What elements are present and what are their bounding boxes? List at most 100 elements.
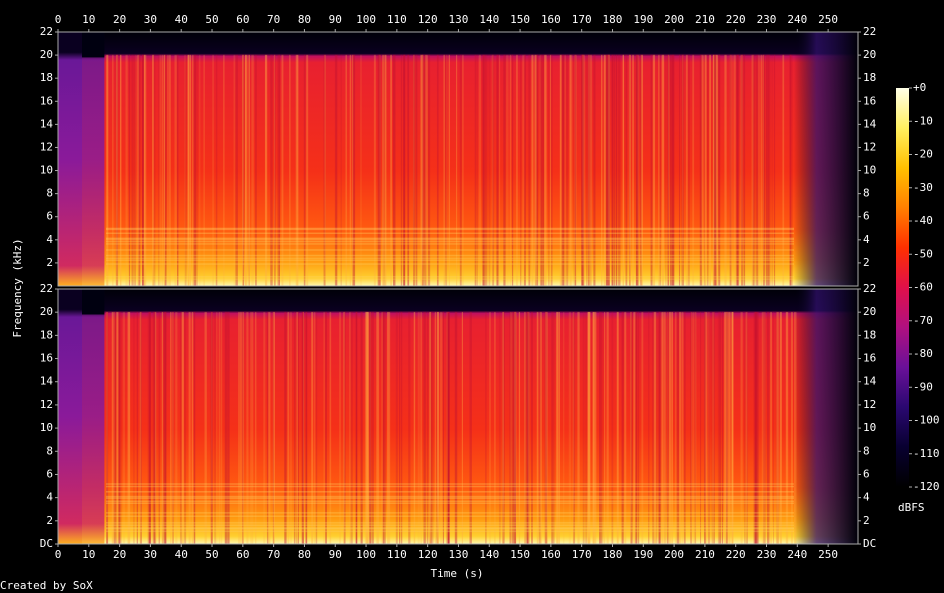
spectrogram-streak (511, 54, 514, 286)
spectrogram-streak (667, 54, 670, 286)
y-tick-label: 10 (863, 421, 876, 434)
spectrogram-streak (273, 54, 276, 286)
spectrogram-streak (506, 54, 509, 286)
spectrogram-streak (447, 311, 450, 544)
spectrogram-streak (725, 311, 728, 544)
spectrogram-streak (313, 311, 316, 544)
y-tick-label: 12 (40, 140, 53, 153)
spectrogram-streak (170, 311, 172, 544)
spectrogram-streak (485, 54, 488, 286)
spectrogram-streak (607, 54, 610, 286)
x-tick-label: 130 (449, 13, 469, 26)
spectrogram-streak (426, 311, 429, 544)
spectrogram-streak (401, 311, 403, 544)
spectrogram-band (106, 257, 794, 260)
spectrogram-streak (374, 54, 376, 286)
spectrogram-streak (789, 54, 792, 286)
spectrogram-streak (429, 311, 431, 544)
y-tick-label: 4 (46, 491, 53, 504)
spectrogram-streak (446, 311, 448, 544)
spectrogram-streak (514, 311, 517, 544)
spectrogram-streak (112, 54, 114, 286)
y-tick-label: 12 (863, 140, 876, 153)
spectrogram (58, 32, 858, 286)
spectrogram-streak (315, 311, 318, 544)
y-tick-label: 6 (46, 210, 53, 223)
spectrogram-streak (446, 54, 448, 286)
spectrogram-streak (611, 54, 614, 286)
spectrogram-streak (246, 311, 249, 544)
spectrogram-streak (536, 311, 539, 544)
spectrogram-streak (531, 311, 533, 544)
spectrogram-streak (671, 311, 674, 544)
spectrogram-streak (528, 54, 531, 286)
spectrogram-streak (448, 54, 450, 286)
spectrogram-streak (403, 54, 406, 286)
spectrogram-streak (676, 311, 680, 544)
x-tick-label: 110 (387, 548, 407, 561)
y-tick-label: 18 (863, 71, 876, 84)
spectrogram-streak (106, 54, 109, 286)
spectrogram-streak (189, 54, 191, 286)
colorbar-tick-label: -50 (913, 247, 933, 260)
spectrogram-streak (287, 311, 289, 544)
spectrogram-streak (685, 54, 688, 286)
spectrogram-band (106, 527, 794, 529)
spectrogram-streak (383, 311, 385, 544)
spectrogram-streak (563, 54, 566, 286)
spectrogram-streak (574, 54, 577, 286)
spectrogram-streak (492, 54, 495, 286)
spectrogram-streak (540, 54, 542, 286)
spectrogram-streak (235, 54, 238, 286)
spectrogram-streak (113, 311, 115, 544)
spectrogram-streak (296, 311, 298, 544)
spectrogram-streak (581, 54, 584, 286)
spectrogram-streak (592, 311, 594, 544)
spectrogram-band (106, 240, 794, 243)
spectrogram-band (106, 515, 794, 517)
spectrogram-streak (669, 54, 673, 286)
spectrogram-streak (161, 54, 163, 286)
y-tick-label: 12 (863, 398, 876, 411)
spectrogram-streak (179, 311, 182, 544)
spectrogram-streak (753, 54, 756, 286)
spectrogram-streak (203, 54, 205, 286)
spectrogram-streak (295, 311, 298, 544)
y-tick-label: 18 (40, 328, 53, 341)
spectrogram-streak (306, 54, 309, 286)
spectrogram-streak (510, 311, 513, 544)
spectrogram-streak (558, 311, 560, 544)
spectrogram-streak (744, 311, 746, 544)
spectrogram-streak (776, 311, 779, 544)
spectrogram-streak (147, 311, 151, 544)
spectrogram-band (106, 238, 794, 241)
spectrogram-streak (772, 311, 775, 544)
spectrogram-streak (127, 311, 130, 544)
spectrogram-streak (204, 311, 207, 544)
spectrogram-streak (164, 311, 167, 544)
spectrogram-band (106, 254, 794, 257)
spectrogram-streak (356, 311, 358, 544)
x-tick-label: 200 (664, 548, 684, 561)
spectrogram-streak (216, 311, 218, 544)
spectrogram-streak (745, 311, 748, 544)
spectrogram-streak (633, 311, 635, 544)
spectrogram-streak (773, 54, 776, 286)
spectrogram-streak (158, 311, 160, 544)
spectrogram-streak (636, 54, 640, 286)
spectrogram-streak (518, 311, 521, 544)
spectrogram-streak (690, 311, 692, 544)
spectrogram-streak (655, 311, 658, 544)
x-tick-label: 180 (603, 548, 623, 561)
spectrogram-streak (551, 311, 554, 544)
spectrogram-streak (664, 311, 666, 544)
spectrogram-streak (172, 311, 174, 544)
spectrogram-streak (297, 311, 300, 544)
spectrogram-streak (588, 54, 590, 286)
spectrogram-streak (526, 311, 529, 544)
spectrogram-streak (153, 54, 156, 286)
spectrogram-streak (635, 54, 638, 286)
spectrogram-streak (429, 311, 432, 544)
spectrogram-streak (491, 54, 494, 286)
spectrogram-streak (388, 311, 391, 544)
